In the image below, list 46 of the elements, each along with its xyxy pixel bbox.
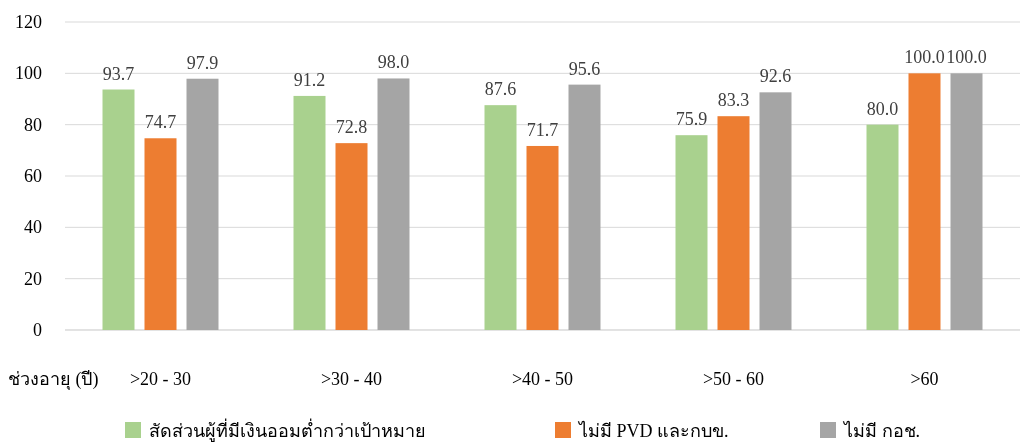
legend-label: ไม่มี กอช. [842, 420, 920, 441]
x-tick-label: >40 - 50 [511, 369, 574, 389]
y-tick-label: 40 [24, 217, 42, 238]
bar [908, 73, 941, 330]
x-tick-label: >50 - 60 [702, 369, 765, 389]
y-tick-label: 0 [33, 320, 42, 340]
bar [568, 84, 601, 330]
data-label: 72.8 [335, 117, 368, 138]
bar [866, 124, 899, 330]
x-tick-label: >60 [910, 369, 939, 389]
y-tick-label: 20 [24, 268, 42, 289]
data-label: 83.3 [717, 90, 750, 111]
data-label: 98.0 [377, 52, 410, 73]
bar [717, 116, 750, 330]
x-tick-label: >20 - 30 [129, 369, 192, 389]
data-label: 92.6 [759, 66, 792, 87]
bar [293, 95, 326, 330]
y-tick-label: 100 [15, 63, 42, 84]
bar [759, 92, 792, 330]
y-tick-label: 80 [24, 114, 42, 135]
data-label: 100.0 [904, 47, 945, 68]
bar [526, 145, 559, 330]
bar [102, 89, 135, 330]
bar [335, 143, 368, 330]
data-label: 74.7 [144, 112, 177, 133]
data-label: 97.9 [186, 52, 219, 73]
x-tick-label: >30 - 40 [320, 369, 383, 389]
data-label: 95.6 [568, 58, 601, 79]
bar [950, 73, 983, 330]
data-label: 75.9 [675, 109, 708, 130]
data-label: 87.6 [484, 79, 517, 100]
bar [186, 78, 219, 330]
data-label: 93.7 [102, 63, 135, 84]
data-label: 80.0 [866, 98, 899, 119]
data-label: 100.0 [946, 47, 987, 68]
legend-label: สัดส่วนผู้ที่มีเงินออมต่ำกว่าเป้าหมาย [149, 418, 426, 442]
x-axis-title: ช่วงอายุ (ปี) [8, 369, 99, 390]
y-tick-label: 120 [15, 12, 42, 32]
legend-label: ไม่มี PVD และกบข. [577, 420, 729, 441]
bar [484, 105, 517, 330]
bar [377, 78, 410, 330]
bar [144, 138, 177, 330]
y-tick-label: 60 [24, 166, 42, 186]
data-label: 91.2 [293, 69, 326, 90]
bar [675, 135, 708, 330]
data-label: 71.7 [526, 119, 559, 140]
